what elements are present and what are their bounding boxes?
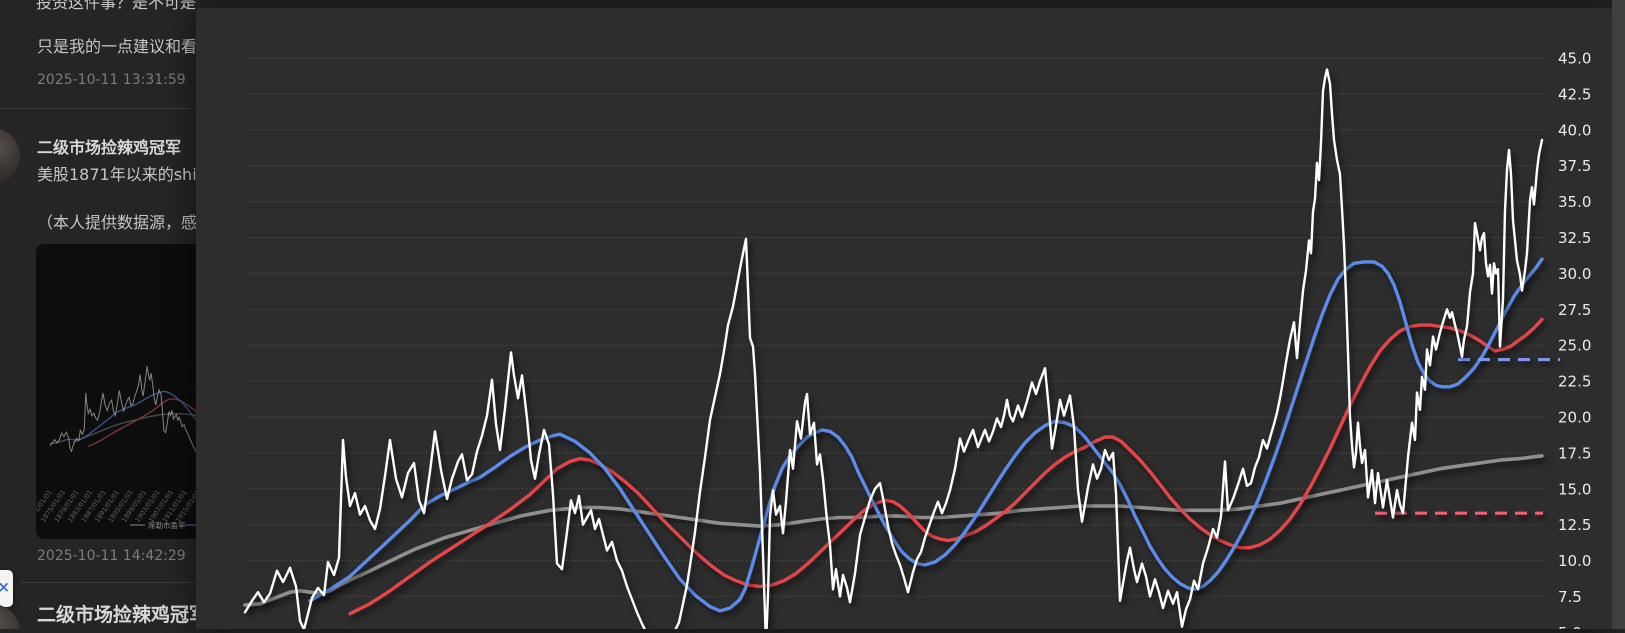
svg-text:17.5: 17.5: [1558, 444, 1591, 462]
chart-lightbox-overlay[interactable]: 45.0 42.5 40.0 37.5 35.0 32.5 30.0 27.5 25.0 22.5…: [196, 8, 1612, 633]
post-author[interactable]: 二级市场捡辣鸡冠军: [37, 604, 196, 626]
post-timestamp: 2025-10-11 13:31:59: [37, 72, 186, 88]
mini-shiller-pe-chart: 1871/01/011875/01/011879/01/011883/01/01…: [36, 363, 196, 530]
svg-text:5.0: 5.0: [1558, 624, 1582, 629]
chart-thumbnail[interactable]: 1871/01/01 1875/01/01 1879/01/01 1883/01/01…: [36, 244, 196, 539]
svg-text:30.0: 30.0: [1558, 265, 1591, 283]
svg-text:45.0: 45.0: [1558, 50, 1591, 68]
svg-text:27.5: 27.5: [1558, 301, 1591, 319]
post-divider: [0, 108, 196, 109]
svg-text:42.5: 42.5: [1558, 85, 1591, 103]
svg-text:席勒市盈率: 席勒市盈率: [148, 520, 186, 530]
svg-text:37.5: 37.5: [1558, 157, 1591, 175]
post-body-text: 只是我的一点建议和看: [37, 37, 196, 56]
svg-text:35.0: 35.0: [1558, 193, 1591, 211]
post-author[interactable]: 二级市场捡辣鸡冠军: [37, 138, 182, 157]
system-popup[interactable]: ×: [0, 570, 13, 607]
svg-text:15.0: 15.0: [1558, 480, 1591, 498]
svg-text:20.0: 20.0: [1558, 409, 1591, 427]
svg-text:32.5: 32.5: [1558, 229, 1591, 247]
feed-column: 投资这件事？是不可是 只是我的一点建议和看 2025-10-11 13:31:5…: [0, 0, 196, 629]
svg-text:12.5: 12.5: [1558, 516, 1591, 534]
shiller-pe-chart: 45.0 42.5 40.0 37.5 35.0 32.5 30.0 27.5 25.0 22.5…: [243, 50, 1591, 633]
svg-text:40.0: 40.0: [1558, 121, 1591, 139]
clipped-post-text: 投资这件事？是不可是: [36, 0, 196, 12]
svg-text:22.5: 22.5: [1558, 373, 1591, 391]
svg-text:10.0: 10.0: [1558, 552, 1591, 570]
avatar[interactable]: [0, 128, 20, 184]
svg-text:25.0: 25.0: [1558, 337, 1591, 355]
avatar[interactable]: [0, 604, 20, 629]
post-timestamp: 2025-10-11 14:42:29: [37, 548, 186, 564]
popup-close-icon[interactable]: ×: [0, 578, 10, 596]
post-body-line1: 美股1871年以来的shil: [37, 165, 196, 184]
svg-text:7.5: 7.5: [1558, 588, 1582, 606]
page-edge-scrollbar-track[interactable]: [1612, 0, 1625, 629]
post-body-line2: （本人提供数据源，感: [37, 213, 196, 232]
post-divider: [20, 582, 196, 583]
